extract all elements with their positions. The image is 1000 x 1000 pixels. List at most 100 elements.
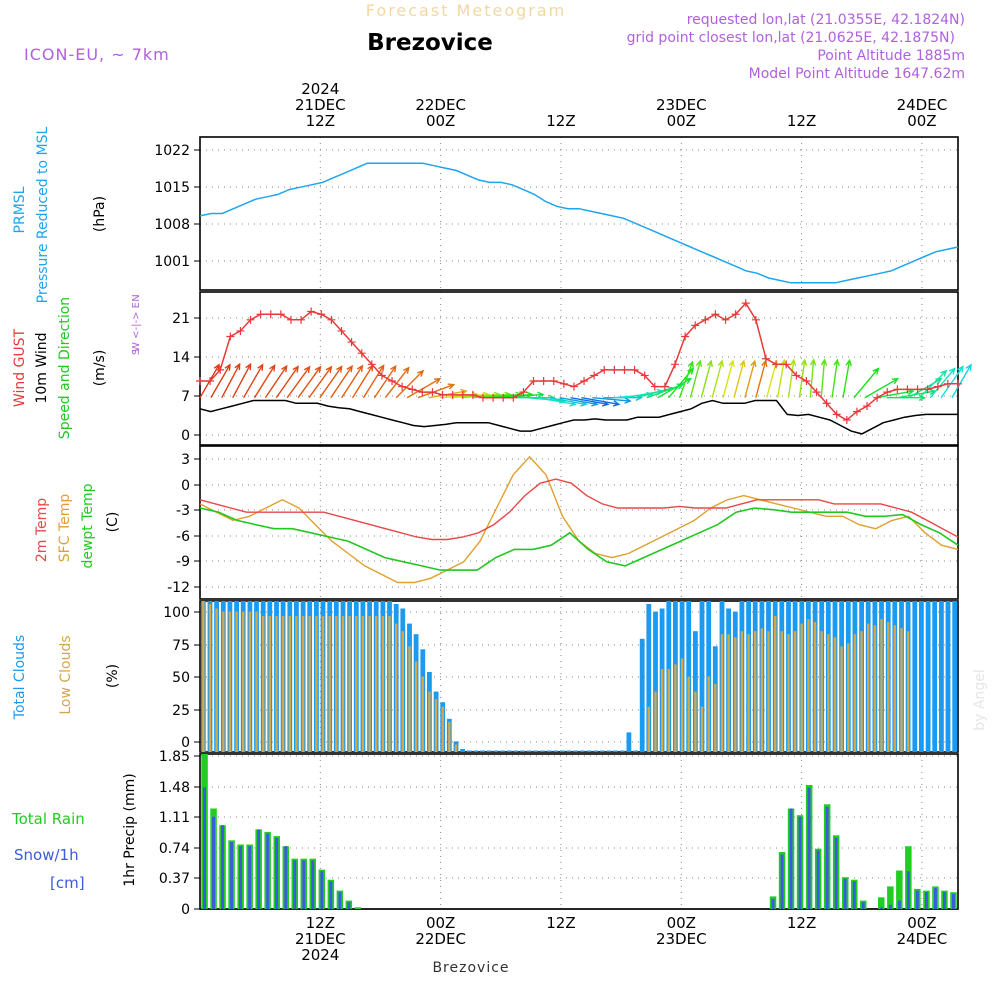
total-cloud-bar <box>466 750 472 752</box>
low-cloud-bar <box>268 616 271 752</box>
wind-direction-arrow <box>700 360 712 398</box>
gust-marker <box>367 360 376 369</box>
gust-marker <box>792 371 801 380</box>
snow-bar <box>275 837 279 909</box>
rain-bar <box>878 897 885 909</box>
low-cloud-bar <box>441 706 444 752</box>
wind-direction-arrow <box>264 365 288 399</box>
low-cloud-bar <box>720 634 724 752</box>
snow-bar <box>347 902 351 909</box>
ytick-label: 1008 <box>154 217 190 233</box>
low-cloud-bar <box>840 646 843 752</box>
low-cloud-bar <box>315 616 318 752</box>
low-cloud-bar <box>375 616 378 752</box>
wind-direction-arrow <box>592 397 631 402</box>
top-time-label: 24DEC <box>897 96 948 114</box>
bottom-time-label: 24DEC <box>897 930 948 948</box>
wind-direction-arrow <box>853 368 879 399</box>
snow-bar <box>861 902 865 909</box>
bottom-time-label: 00Z <box>426 914 455 932</box>
ytick-label: -9 <box>176 554 190 570</box>
snow-bar <box>925 892 928 909</box>
rain-bar <box>896 870 903 909</box>
gust-marker <box>499 393 508 402</box>
gust-marker <box>701 315 710 324</box>
ytick-label: -3 <box>176 503 190 519</box>
gust-marker <box>448 390 457 399</box>
pressure-panel: PRMSL Pressure Reduced to MSL (hPa) 1022… <box>12 126 959 303</box>
wind-arrow-head <box>624 397 632 404</box>
total-cloud-bar <box>500 750 505 752</box>
gust-marker <box>337 326 346 335</box>
ytick-label: 0 <box>181 735 190 751</box>
top-time-label: 00Z <box>426 112 455 130</box>
gust-marker <box>297 315 306 324</box>
wind-direction-arrow <box>221 363 241 399</box>
low-cloud-bar <box>714 684 717 752</box>
snow-bar <box>816 850 820 909</box>
wind-direction-arrow <box>559 397 598 405</box>
wind-arrow-head <box>224 363 231 371</box>
low-cloud-bar <box>793 631 797 752</box>
snow-bar <box>239 846 242 909</box>
top-time-label: 00Z <box>907 112 936 130</box>
low-cloud-bar <box>281 616 285 752</box>
total-cloud-bar <box>533 750 539 752</box>
wind-arrow-head <box>948 367 956 375</box>
ytick-label: 1001 <box>154 254 190 270</box>
gust-marker <box>489 393 498 402</box>
wind-arrow-head <box>390 364 397 373</box>
pressure-unit: (hPa) <box>92 196 108 232</box>
gust-marker <box>408 385 417 394</box>
pressure-line <box>199 162 959 284</box>
low-cloud-bar <box>660 669 664 752</box>
low-cloud-bar <box>301 616 305 752</box>
snow-bar <box>266 833 270 909</box>
ytick-label: 50 <box>172 670 190 686</box>
low-cloud-bar <box>202 601 205 752</box>
low-cloud-bar <box>813 622 817 752</box>
cloud-panel: Total Clouds Low Clouds (%) 100 75 50 25 0 <box>12 600 959 753</box>
top-time-label: 21DEC <box>295 96 346 114</box>
snow-bar <box>879 907 883 909</box>
low-cloud-bar <box>448 721 451 752</box>
low-cloud-bar <box>800 623 803 752</box>
wind-direction-arrow <box>897 390 936 399</box>
snow-bar <box>915 890 919 909</box>
low-cloud-bar <box>654 691 657 752</box>
wind10m-ylabel: 10m Wind <box>34 332 50 403</box>
wind-arrow-head <box>820 358 828 366</box>
wind-arrow-head <box>750 359 757 368</box>
ytick-label: 0.37 <box>159 871 190 887</box>
total-cloud-bar <box>560 750 565 752</box>
wind-direction-arrow <box>351 365 374 399</box>
wind-arrow-head <box>433 377 442 385</box>
snow-bar <box>906 871 910 909</box>
gust-marker <box>772 360 781 369</box>
snow-bar <box>843 878 847 909</box>
t2m-ylabel: 2m Temp <box>34 498 50 562</box>
gust-marker <box>954 379 962 388</box>
gust-marker <box>893 385 902 394</box>
total-cloud-bar <box>945 601 951 752</box>
bottom-time-label: 22DEC <box>415 930 466 948</box>
gust-marker <box>580 377 589 386</box>
wind-direction-arrow <box>297 366 321 399</box>
gust-marker <box>721 315 730 324</box>
gust-marker <box>216 365 225 374</box>
snow-bar <box>852 881 856 909</box>
snow-bar <box>807 787 811 909</box>
wind-direction-arrow <box>570 397 609 405</box>
wind-arrow-head <box>676 383 685 390</box>
wind-direction-arrow <box>341 365 363 399</box>
gust-marker <box>863 402 872 411</box>
low-cloud-bar <box>873 625 877 752</box>
low-cloud-bar <box>401 631 404 752</box>
wind-arrow-head <box>728 359 735 368</box>
low-cloud-bar <box>222 611 225 752</box>
low-cloud-bar <box>747 634 750 752</box>
ytick-label: 1015 <box>154 180 190 196</box>
low-cloud-bar <box>395 623 398 752</box>
